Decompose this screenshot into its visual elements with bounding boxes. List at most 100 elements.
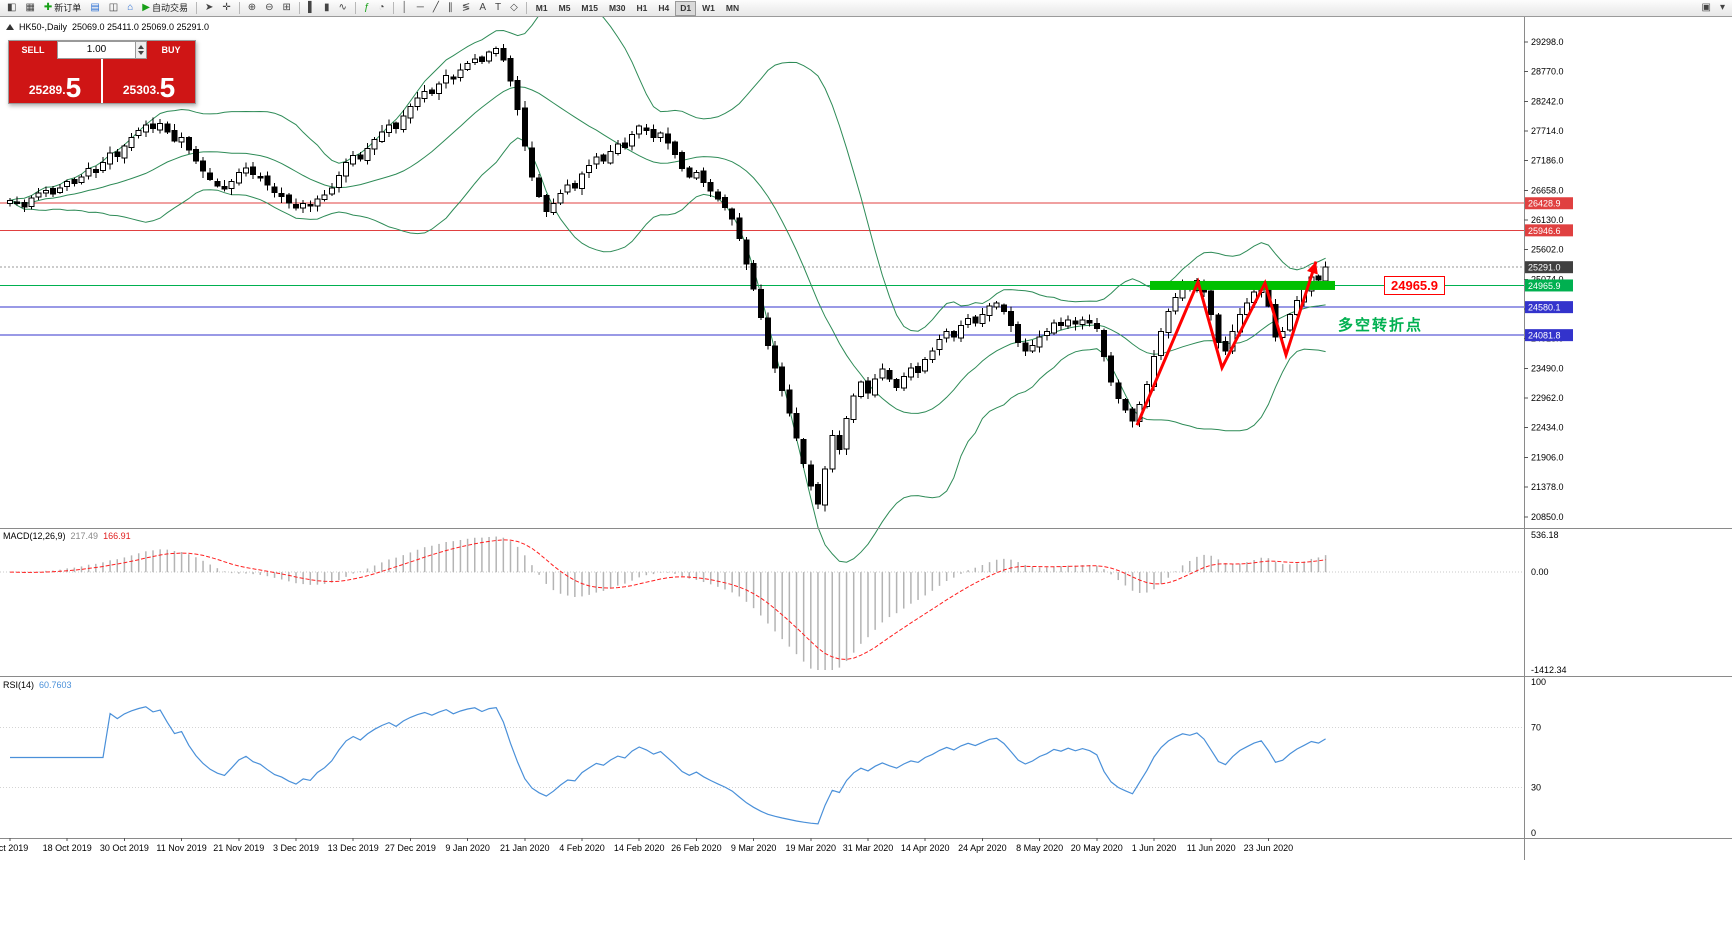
svg-text:30 Oct 2019: 30 Oct 2019 <box>100 843 149 853</box>
macd-name: MACD(12,26,9) <box>3 531 66 541</box>
market-watch-icon: ▤ <box>90 2 100 13</box>
toolbar-options-icon: ▾ <box>1719 2 1725 13</box>
svg-text:3 Dec 2019: 3 Dec 2019 <box>273 843 319 853</box>
new-order-icon: ✚ <box>43 2 53 13</box>
fibonacci-tool-icon[interactable]: ≶ <box>458 1 474 16</box>
sell-button[interactable]: SELL <box>9 41 57 59</box>
navigator-icon[interactable]: ⌂ <box>123 1 137 16</box>
toolbar-separator <box>238 2 240 14</box>
svg-text:11 Jun 2020: 11 Jun 2020 <box>1187 843 1236 853</box>
timeframe-mn-button[interactable]: MN <box>721 1 744 16</box>
buy-price[interactable]: 25303. 5 <box>103 59 195 103</box>
zoom-in-icon: ⊕ <box>247 2 257 13</box>
volume-spinner[interactable] <box>135 42 146 58</box>
price-callout-label[interactable]: 24965.9 <box>1384 276 1445 295</box>
svg-text:13 Dec 2019: 13 Dec 2019 <box>328 843 379 853</box>
new-chart-icon[interactable]: ◧ <box>3 1 20 16</box>
timeframe-h1-button[interactable]: H1 <box>632 1 653 16</box>
auto-trading-icon: ▶ <box>142 2 150 13</box>
timeframe-m15-button[interactable]: M15 <box>576 1 603 16</box>
auto-trading-label: 自动交易 <box>151 2 188 13</box>
timeframe-w1-button[interactable]: W1 <box>697 1 720 16</box>
zoom-in-icon[interactable]: ⊕ <box>244 1 260 16</box>
svg-text:21 Jan 2020: 21 Jan 2020 <box>500 843 550 853</box>
label-tool-icon[interactable]: T <box>491 1 505 16</box>
svg-text:31 Mar 2020: 31 Mar 2020 <box>843 843 894 853</box>
channel-tool-icon[interactable]: ∥ <box>444 1 457 16</box>
chart-profiles-icon[interactable]: ▦ <box>21 1 38 16</box>
cursor-tool-icon[interactable]: ➤ <box>201 1 217 16</box>
chart-profiles-icon: ▦ <box>25 2 35 13</box>
svg-text:8 May 2020: 8 May 2020 <box>1016 843 1063 853</box>
crosshair-tool-icon[interactable]: ✛ <box>218 1 234 16</box>
new-order-button[interactable]: ✚ 新订单 <box>40 1 85 16</box>
period-clock-icon: ◔ <box>378 2 385 13</box>
navigator-icon: ⌂ <box>127 2 134 13</box>
chart-area: 29298.0 28770.0 28242.0 27714.0 27186.0 26658… <box>0 17 1732 943</box>
toolbar-options-icon[interactable]: ▾ <box>1716 1 1729 16</box>
indicators-icon[interactable]: ƒ <box>360 1 374 16</box>
timeframe-h4-button[interactable]: H4 <box>653 1 674 16</box>
svg-text:20850.0: 20850.0 <box>1531 512 1564 522</box>
new-chart-icon: ◧ <box>7 2 17 13</box>
grid-toggle-icon: ⊞ <box>282 2 291 13</box>
svg-text:19 Mar 2020: 19 Mar 2020 <box>786 843 837 853</box>
timeframe-m5-button[interactable]: M5 <box>554 1 576 16</box>
timeframe-d1-button[interactable]: D1 <box>675 0 697 16</box>
svg-text:23 Jun 2020: 23 Jun 2020 <box>1244 843 1294 853</box>
data-window-icon[interactable]: ◫ <box>105 1 122 16</box>
timeframe-m1-button[interactable]: M1 <box>531 1 553 16</box>
sell-price[interactable]: 25289. 5 <box>9 59 101 103</box>
bar-chart-type-icon[interactable]: ▌ <box>304 1 319 16</box>
svg-text:29298.0: 29298.0 <box>1531 37 1564 47</box>
toolbar-separator <box>298 2 300 14</box>
expand-panel-icon[interactable] <box>6 24 14 30</box>
svg-text:-1412.34: -1412.34 <box>1531 665 1567 675</box>
buy-button[interactable]: BUY <box>147 41 195 59</box>
shapes-tool-icon[interactable]: ◇ <box>506 1 522 16</box>
rsi-name: RSI(14) <box>3 680 35 690</box>
macd-main-value: 217.49 <box>70 531 99 541</box>
svg-text:24081.8: 24081.8 <box>1528 331 1561 341</box>
svg-text:18 Oct 2019: 18 Oct 2019 <box>43 843 92 853</box>
grid-toggle-icon[interactable]: ⊞ <box>279 1 295 16</box>
svg-text:26 Feb 2020: 26 Feb 2020 <box>671 843 722 853</box>
turning-point-note[interactable]: 多空转折点 <box>1338 317 1424 334</box>
sell-price-main: 25289. <box>28 83 66 97</box>
line-chart-type-icon[interactable]: ∿ <box>335 1 351 16</box>
period-clock-icon[interactable]: ◔ <box>375 1 389 16</box>
svg-text:24 Apr 2020: 24 Apr 2020 <box>958 843 1007 853</box>
buy-price-main: 25303. <box>122 83 160 97</box>
indicators-icon: ƒ <box>363 2 370 13</box>
trendline-tool-icon[interactable]: ╱ <box>429 1 443 16</box>
rsi-indicator-label: RSI(14) 60.7603 <box>3 680 72 690</box>
vertical-line-tool-icon[interactable]: │ <box>398 1 412 16</box>
trade-panel-top-row: SELL 1.00 BUY <box>9 41 195 59</box>
svg-text:25291.0: 25291.0 <box>1528 263 1561 273</box>
svg-text:536.18: 536.18 <box>1531 530 1559 540</box>
toolbar: ◧ ▦ ✚ 新订单 ▤ ◫ ⌂ ▶ 自动交易 ➤ ✛ ⊕ ⊖ ⊞ ▌ ▮ ∿ ƒ ◔ │ ─ ╱ ∥ ≶ A T ◇ M1 M5 M15 M… <box>0 0 1732 17</box>
volume-down-icon[interactable] <box>138 51 144 55</box>
window-layout-icon: ▣ <box>1701 2 1711 13</box>
candle-chart-type-icon[interactable]: ▮ <box>320 1 334 16</box>
sell-price-fraction: 5 <box>65 72 82 104</box>
volume-field[interactable]: 1.00 <box>57 41 147 59</box>
symbol-period-label: HK50-,Daily <box>19 22 68 32</box>
svg-text:22434.0: 22434.0 <box>1531 423 1564 433</box>
svg-text:26130.0: 26130.0 <box>1531 215 1564 225</box>
chart-canvas[interactable]: 29298.0 28770.0 28242.0 27714.0 27186.0 26658… <box>0 17 1732 943</box>
market-watch-icon[interactable]: ▤ <box>86 1 103 16</box>
volume-up-icon[interactable] <box>138 45 144 49</box>
text-tool-icon[interactable]: A <box>475 1 490 16</box>
zoom-out-icon[interactable]: ⊖ <box>261 1 277 16</box>
horizontal-line-tool-icon[interactable]: ─ <box>413 1 428 16</box>
window-layout-icon[interactable]: ▣ <box>1698 1 1715 16</box>
timeframe-m30-button[interactable]: M30 <box>604 1 631 16</box>
svg-text:70: 70 <box>1531 722 1541 732</box>
svg-text:0: 0 <box>1531 828 1536 838</box>
svg-text:11 Nov 2019: 11 Nov 2019 <box>156 843 206 853</box>
auto-trading-button[interactable]: ▶ 自动交易 <box>138 1 192 16</box>
svg-text:21 Nov 2019: 21 Nov 2019 <box>213 843 264 853</box>
toolbar-separator <box>354 2 356 14</box>
